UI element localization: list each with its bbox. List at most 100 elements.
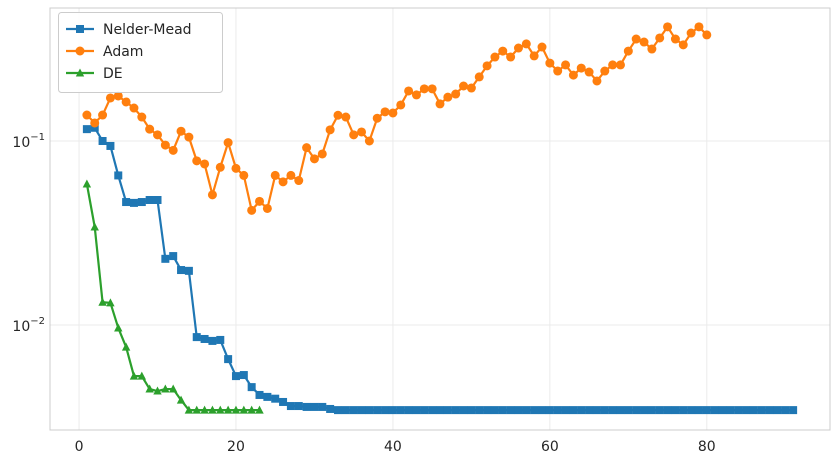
- data-point-adam: [357, 127, 367, 137]
- data-point-de: [129, 371, 139, 380]
- data-point-adam: [302, 143, 312, 153]
- data-point-adam: [333, 110, 343, 120]
- data-point-nelder-mead: [420, 406, 429, 415]
- data-point-adam: [537, 42, 547, 52]
- data-point-de: [200, 405, 209, 414]
- data-point-adam: [192, 156, 202, 166]
- y-tick-label: 10−1: [12, 132, 45, 151]
- data-point-nelder-mead: [349, 406, 358, 415]
- data-point-adam: [482, 61, 492, 71]
- data-point-adam: [200, 159, 210, 169]
- data-point-nelder-mead: [247, 383, 256, 392]
- data-point-nelder-mead: [749, 406, 758, 415]
- data-point-de: [145, 384, 154, 393]
- data-point-adam: [419, 84, 429, 94]
- series-layer: [82, 22, 798, 415]
- data-point-adam: [639, 37, 649, 47]
- data-point-adam: [317, 149, 327, 159]
- data-point-nelder-mead: [718, 406, 727, 415]
- data-point-adam: [568, 70, 578, 80]
- data-point-nelder-mead: [514, 406, 523, 415]
- data-point-adam: [129, 103, 139, 113]
- data-point-de: [82, 179, 92, 188]
- data-point-adam: [98, 110, 108, 120]
- legend-label-adam: Adam: [103, 44, 143, 60]
- data-point-adam: [631, 34, 641, 44]
- data-point-nelder-mead: [153, 195, 162, 204]
- data-point-nelder-mead: [679, 406, 688, 415]
- data-point-adam: [490, 52, 500, 62]
- data-point-nelder-mead: [522, 406, 531, 415]
- data-point-de: [90, 222, 99, 231]
- data-point-adam: [207, 190, 217, 200]
- data-point-adam: [678, 40, 688, 50]
- data-point-de: [161, 384, 170, 393]
- data-point-adam: [231, 163, 241, 173]
- data-point-nelder-mead: [436, 406, 444, 415]
- data-point-adam: [137, 112, 147, 122]
- data-point-nelder-mead: [561, 406, 570, 415]
- data-point-nelder-mead: [789, 406, 798, 415]
- data-point-adam: [592, 76, 602, 86]
- data-point-de: [216, 405, 225, 414]
- data-point-nelder-mead: [428, 406, 437, 415]
- x-tick-label: 80: [698, 439, 716, 455]
- data-point-nelder-mead: [106, 141, 115, 150]
- data-point-nelder-mead: [765, 406, 774, 415]
- data-point-nelder-mead: [169, 252, 178, 261]
- data-point-de: [98, 297, 107, 306]
- data-point-nelder-mead: [192, 333, 201, 342]
- data-point-nelder-mead: [208, 336, 217, 345]
- data-point-nelder-mead: [624, 406, 633, 415]
- data-point-adam: [380, 107, 390, 117]
- data-point-nelder-mead: [530, 406, 539, 415]
- data-point-adam: [443, 92, 453, 102]
- data-point-nelder-mead: [239, 371, 248, 380]
- data-point-nelder-mead: [569, 406, 578, 415]
- data-point-adam: [396, 100, 406, 110]
- data-point-adam: [349, 130, 359, 140]
- data-point-adam: [623, 46, 633, 56]
- data-point-nelder-mead: [365, 406, 374, 415]
- data-point-nelder-mead: [302, 402, 311, 411]
- data-point-nelder-mead: [475, 406, 484, 415]
- data-point-adam: [90, 118, 100, 128]
- data-point-adam: [113, 91, 123, 101]
- data-point-nelder-mead: [600, 406, 609, 415]
- data-point-nelder-mead: [498, 406, 507, 415]
- data-point-adam: [474, 72, 484, 82]
- data-point-de: [255, 405, 264, 414]
- data-point-nelder-mead: [545, 406, 554, 415]
- plot-frame: [49, 7, 831, 431]
- data-point-adam: [105, 93, 115, 103]
- data-point-nelder-mead: [451, 406, 460, 415]
- data-point-nelder-mead: [538, 406, 547, 415]
- data-point-nelder-mead: [412, 406, 421, 415]
- data-point-adam: [686, 28, 696, 38]
- data-point-nelder-mead: [122, 198, 131, 207]
- data-point-nelder-mead: [310, 402, 319, 411]
- data-point-adam: [121, 97, 131, 107]
- data-point-nelder-mead: [396, 406, 405, 415]
- data-point-nelder-mead: [231, 372, 240, 381]
- data-point-nelder-mead: [90, 123, 99, 132]
- data-point-nelder-mead: [632, 406, 641, 415]
- data-point-nelder-mead: [773, 406, 782, 415]
- data-point-adam: [153, 130, 163, 140]
- data-point-nelder-mead: [129, 198, 138, 207]
- data-point-de: [121, 342, 131, 351]
- data-point-nelder-mead: [318, 402, 327, 411]
- data-point-nelder-mead: [216, 335, 225, 344]
- legend-label-de: DE: [103, 66, 123, 82]
- data-point-adam: [513, 43, 523, 53]
- series-adam: [82, 22, 712, 215]
- data-point-nelder-mead: [443, 406, 452, 415]
- data-point-nelder-mead: [757, 406, 766, 415]
- data-point-adam: [702, 30, 712, 40]
- data-point-nelder-mead: [585, 406, 594, 415]
- data-point-adam: [278, 177, 288, 187]
- data-point-adam: [427, 84, 437, 94]
- x-tick-label: 20: [227, 439, 245, 455]
- data-point-nelder-mead: [404, 406, 413, 415]
- data-point-nelder-mead: [694, 406, 703, 415]
